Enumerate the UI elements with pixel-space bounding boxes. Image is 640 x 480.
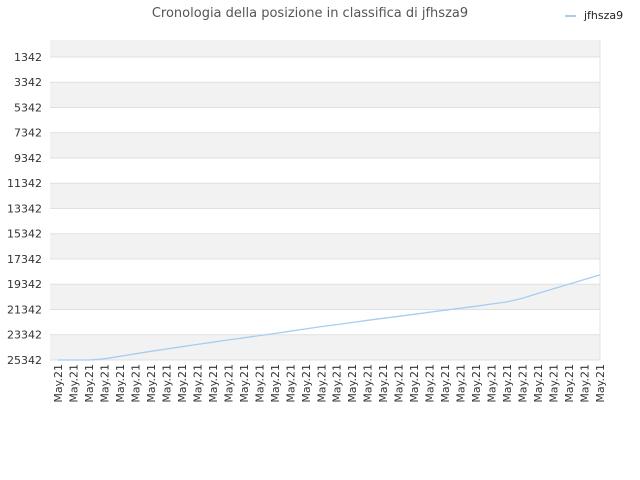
x-tick-label: May.21 bbox=[393, 364, 406, 403]
x-tick-label: May.21 bbox=[470, 364, 483, 403]
x-tick-label: May.21 bbox=[300, 364, 313, 403]
x-tick-label: May.21 bbox=[52, 364, 65, 403]
x-axis: May.21 May.21 May.21 May.21 May.21 May.21 May.… bbox=[52, 364, 607, 403]
x-tick-label: May.21 bbox=[269, 364, 282, 403]
y-tick-label: 15342 bbox=[7, 228, 42, 241]
x-tick-label: May.21 bbox=[176, 364, 189, 403]
x-tick-label: May.21 bbox=[207, 364, 220, 403]
x-tick-label: May.21 bbox=[346, 364, 359, 403]
plot-band bbox=[50, 82, 600, 108]
chart-title: Cronologia della posizione in classifica… bbox=[152, 6, 468, 21]
plot-band bbox=[50, 334, 600, 360]
y-tick-label: 9342 bbox=[14, 152, 42, 165]
plot-band bbox=[50, 40, 600, 57]
y-tick-label: 23342 bbox=[7, 329, 42, 342]
x-tick-label: May.21 bbox=[362, 364, 375, 403]
x-tick-label: May.21 bbox=[532, 364, 545, 403]
x-tick-label: May.21 bbox=[563, 364, 576, 403]
y-tick-label: 5342 bbox=[14, 101, 42, 114]
plot-band bbox=[50, 284, 600, 310]
x-tick-label: May.21 bbox=[284, 364, 297, 403]
x-tick-label: May.21 bbox=[315, 364, 328, 403]
legend-label: jfhsza9 bbox=[583, 9, 623, 22]
y-tick-label: 17342 bbox=[7, 253, 42, 266]
y-axis: 1342 3342 5342 7342 9342 11342 13342 15342 17342… bbox=[7, 51, 42, 367]
x-tick-label: May.21 bbox=[455, 364, 468, 403]
plot-bands bbox=[50, 40, 600, 360]
x-tick-label: May.21 bbox=[439, 364, 452, 403]
y-tick-label: 3342 bbox=[14, 76, 42, 89]
x-tick-label: May.21 bbox=[579, 364, 592, 403]
legend: jfhsza9 bbox=[565, 9, 623, 22]
plot-band bbox=[50, 183, 600, 209]
x-tick-label: May.21 bbox=[517, 364, 530, 403]
x-tick-label: May.21 bbox=[377, 364, 390, 403]
y-tick-label: 19342 bbox=[7, 278, 42, 291]
y-tick-label: 25342 bbox=[7, 354, 42, 367]
x-tick-label: May.21 bbox=[222, 364, 235, 403]
x-tick-label: May.21 bbox=[331, 364, 344, 403]
x-tick-label: May.21 bbox=[408, 364, 421, 403]
gridlines bbox=[50, 40, 601, 361]
series-lines bbox=[58, 274, 601, 361]
x-tick-label: May.21 bbox=[67, 364, 80, 403]
x-tick-label: May.21 bbox=[424, 364, 437, 403]
x-tick-label: May.21 bbox=[191, 364, 204, 403]
x-tick-label: May.21 bbox=[548, 364, 561, 403]
y-tick-label: 13342 bbox=[7, 202, 42, 215]
y-tick-label: 7342 bbox=[14, 127, 42, 140]
x-tick-label: May.21 bbox=[594, 364, 607, 403]
y-tick-label: 21342 bbox=[7, 303, 42, 316]
x-tick-label: May.21 bbox=[98, 364, 111, 403]
plot-band bbox=[50, 132, 600, 158]
y-tick-label: 1342 bbox=[14, 51, 42, 64]
x-tick-label: May.21 bbox=[501, 364, 514, 403]
x-tick-label: May.21 bbox=[253, 364, 266, 403]
plot-band bbox=[50, 233, 600, 259]
x-tick-label: May.21 bbox=[160, 364, 173, 403]
x-tick-label: May.21 bbox=[238, 364, 251, 403]
x-tick-label: May.21 bbox=[83, 364, 96, 403]
x-tick-label: May.21 bbox=[114, 364, 127, 403]
series-line bbox=[58, 274, 601, 361]
y-tick-label: 11342 bbox=[7, 177, 42, 190]
x-tick-label: May.21 bbox=[129, 364, 142, 403]
x-tick-label: May.21 bbox=[145, 364, 158, 403]
x-tick-label: May.21 bbox=[486, 364, 499, 403]
